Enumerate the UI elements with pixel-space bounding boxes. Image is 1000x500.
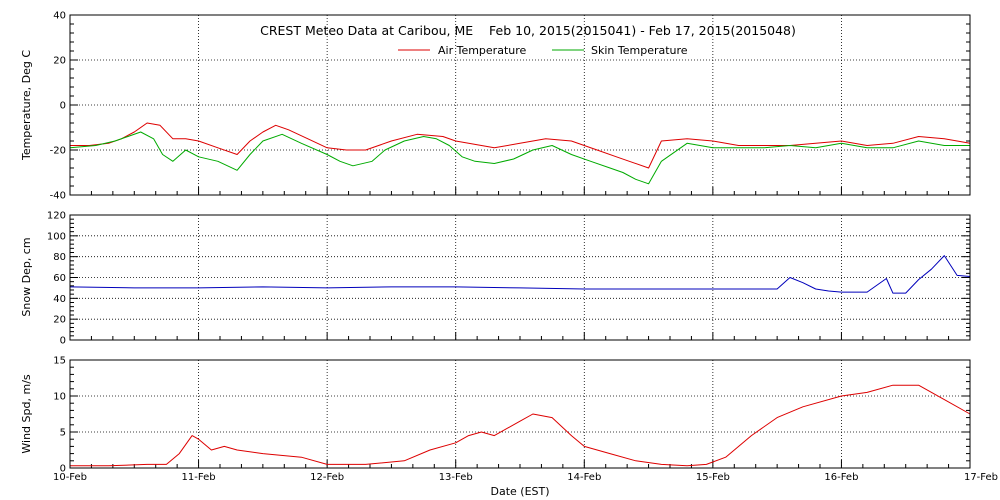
temperature-ytick-label: 40 [53,11,66,22]
x-tick-label: 17-Feb [964,472,998,483]
wind-speed-ytick-label: 5 [60,428,66,439]
x-axis-title: Date (EST) [490,485,549,498]
temperature-panel: -40 -20 0 20 40 Temperature, Deg C [20,11,971,202]
x-tick-label: 15-Feb [696,472,730,483]
snow-depth-panel: 0 20 40 60 80 100 120 Snow Dep, cm [20,211,971,347]
snow-depth-ytick-label: 0 [60,336,66,347]
snow-depth-grid [70,215,970,340]
wind-speed-grid [70,360,970,468]
temperature-axis-title: Temperature, Deg C [20,50,33,161]
wind-speed-ytick-label: 15 [53,356,66,367]
temperature-grid [70,15,970,195]
x-tick-labels: 10-Feb 11-Feb 12-Feb 13-Feb 14-Feb 15-Feb 16-F… [53,472,998,483]
wind-speed-ytick-label: 10 [53,392,66,403]
temperature-ytick-label: -40 [50,191,66,202]
x-tick-label: 13-Feb [439,472,473,483]
wind-speed-panel: 0 5 10 15 Wind Spd, m/s [20,356,971,475]
chart-title: CREST Meteo Data at Caribou, ME Feb 10, … [260,23,796,38]
wind-speed-line [70,384,971,467]
skin-temperature-line [69,131,970,185]
x-tick-label: 10-Feb [53,472,87,483]
snow-depth-axis-title: Snow Dep, cm [20,237,33,316]
snow-depth-line [69,255,971,294]
x-tick-label: 14-Feb [567,472,601,483]
snow-depth-ytick-label: 60 [53,273,66,284]
snow-depth-series [69,255,971,294]
snow-depth-ytick-label: 80 [53,252,66,263]
snow-depth-ytick-label: 40 [53,294,66,305]
legend-skin-temperature-label: Skin Temperature [591,44,688,57]
legend-air-temperature-label: Air Temperature [438,44,527,57]
snow-depth-plot-frame [69,214,971,341]
temperature-plot-frame [69,14,971,196]
temperature-ytick-label: 0 [60,101,66,112]
x-tick-label: 12-Feb [310,472,344,483]
wind-speed-ytick-label: 0 [60,464,66,475]
temperature-ytick-label: 20 [53,56,66,67]
wind-speed-axis-title: Wind Spd, m/s [20,374,33,454]
wind-speed-plot-frame [69,359,971,469]
snow-depth-ytick-label: 120 [47,211,66,222]
x-tick-label: 16-Feb [824,472,858,483]
temperature-series [69,122,971,185]
x-tick-label: 11-Feb [182,472,216,483]
wind-speed-series [70,384,971,467]
air-temperature-line [70,122,971,169]
snow-depth-ytick-label: 100 [47,231,66,242]
snow-depth-ytick-label: 20 [53,315,66,326]
temperature-ytick-label: -20 [50,146,66,157]
